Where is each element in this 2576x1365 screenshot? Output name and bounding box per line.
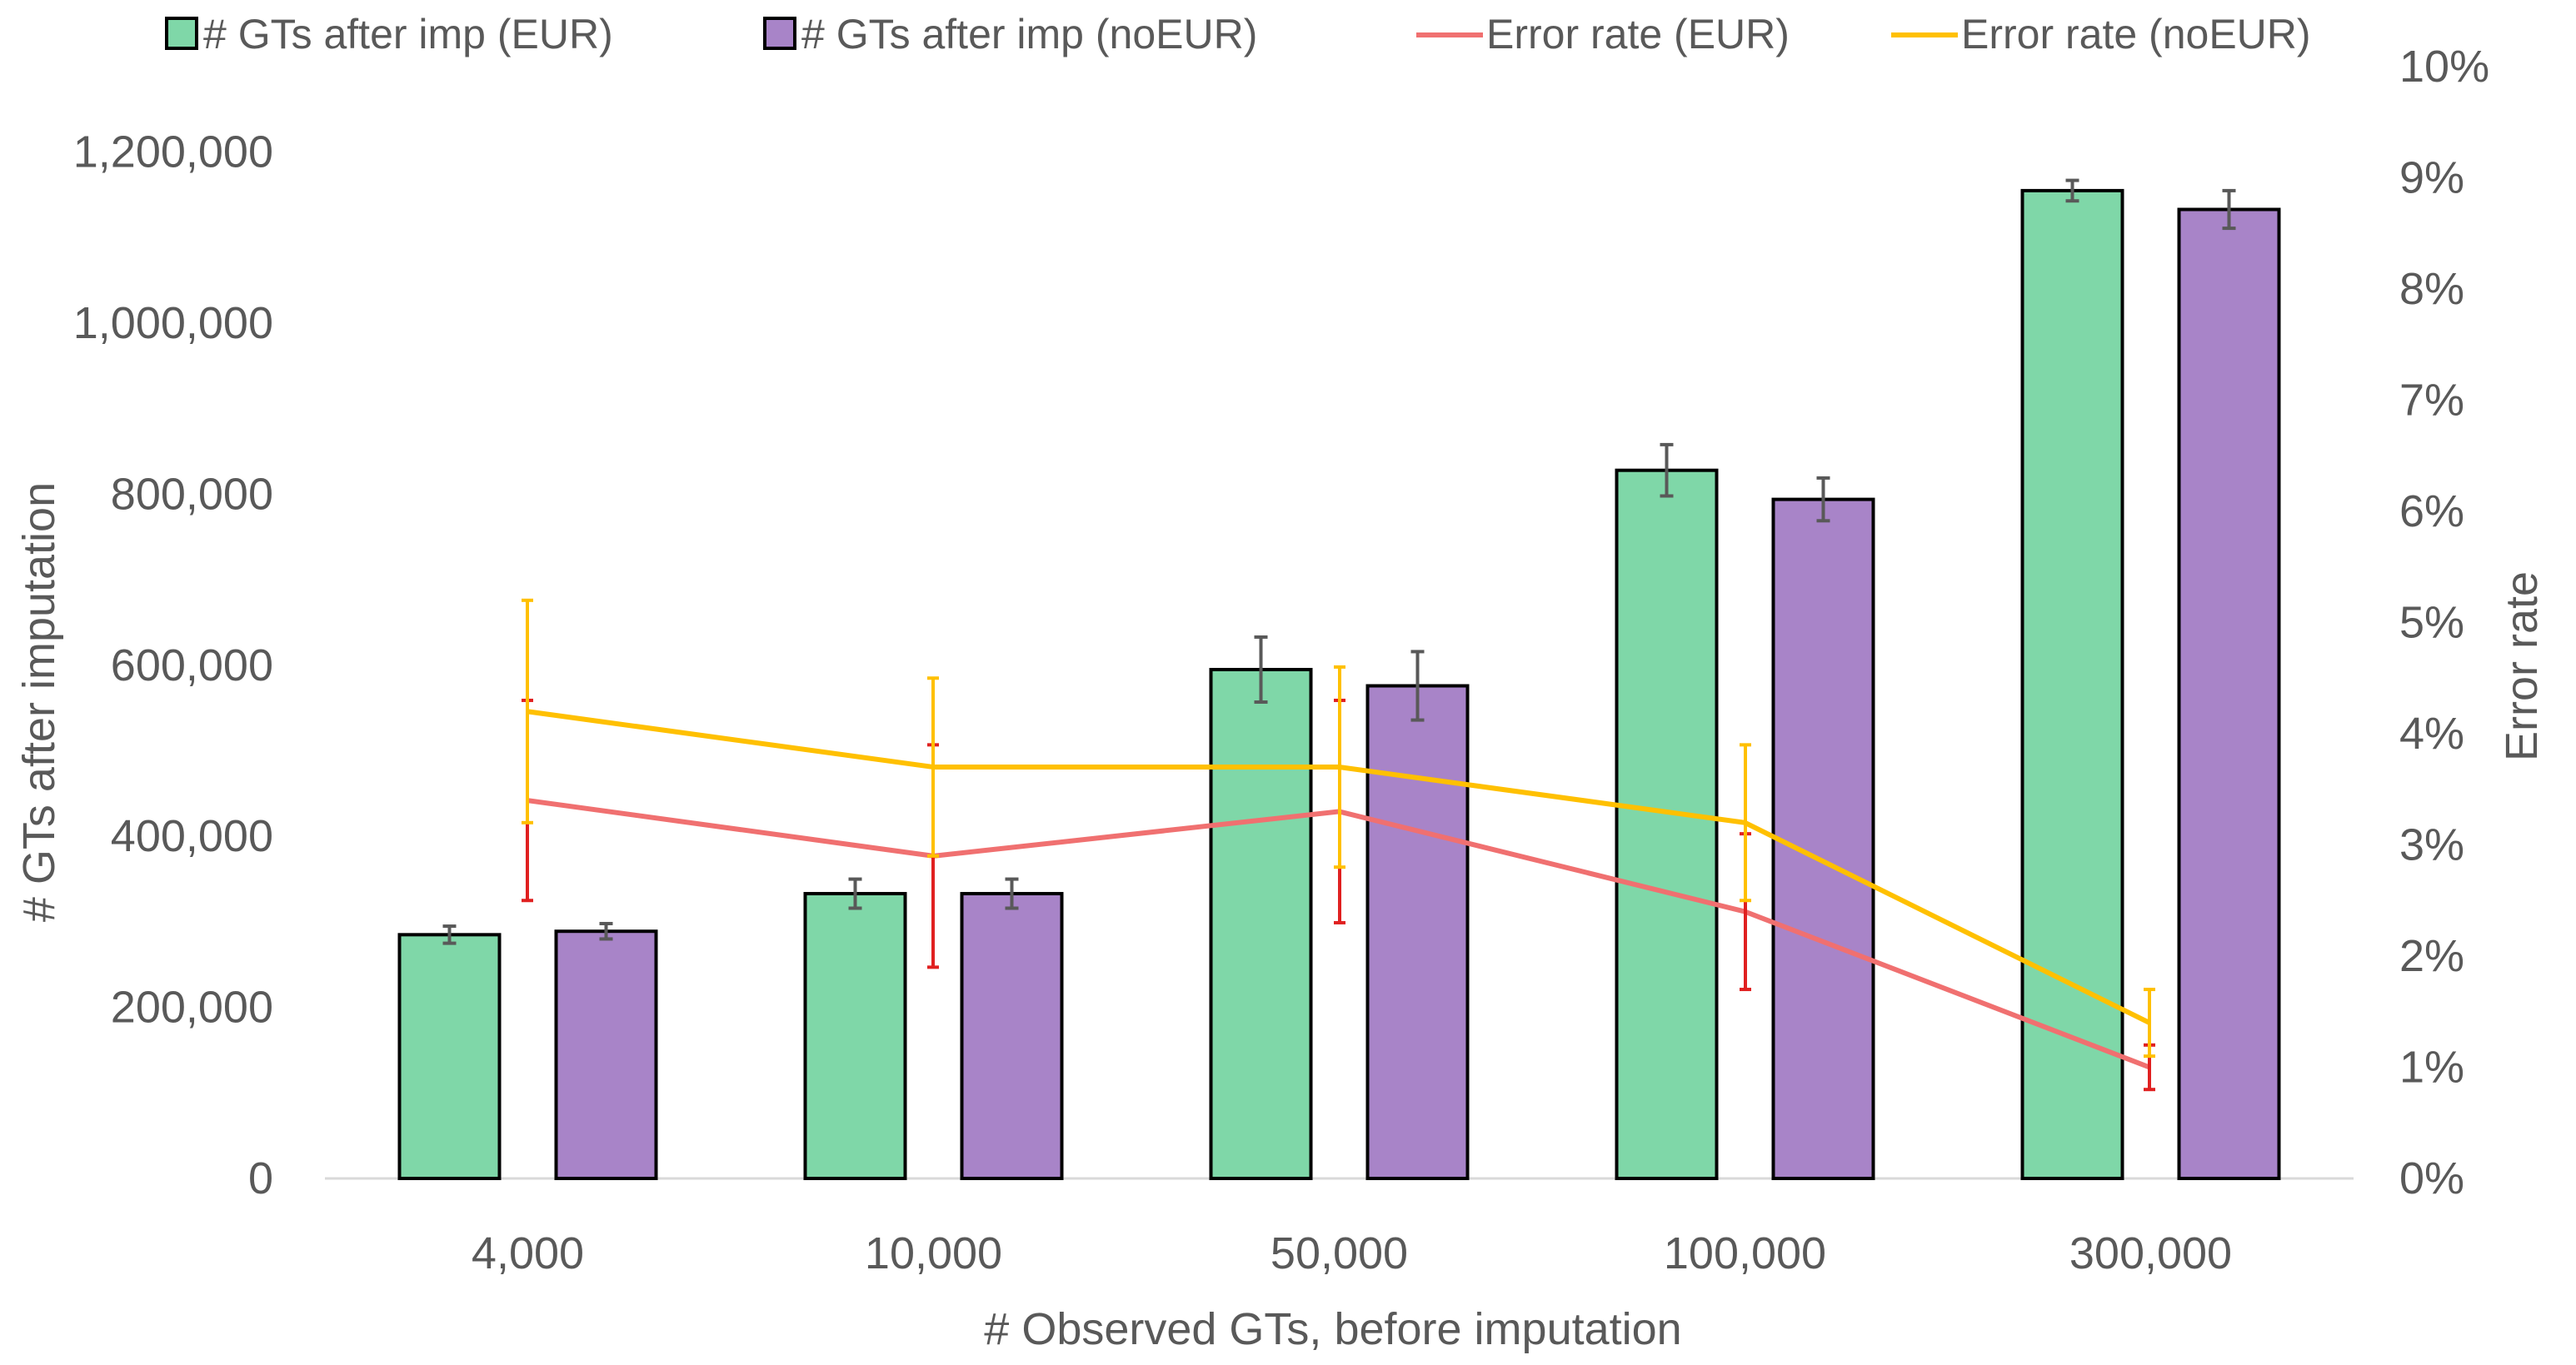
bar	[960, 892, 1064, 1181]
y2-tick-label: 5%	[2399, 598, 2464, 648]
bar	[1615, 468, 1719, 1180]
legend-swatch	[763, 17, 796, 50]
y-tick-label: 0	[248, 1153, 273, 1203]
y2-tick-label: 6%	[2399, 486, 2464, 536]
y-tick-label: 600,000	[111, 640, 273, 690]
bar	[1365, 684, 1470, 1180]
y2-tick-label: 7%	[2399, 376, 2464, 426]
legend-label: # GTs after imp (EUR)	[203, 11, 613, 57]
y2-tick-label: 2%	[2399, 931, 2464, 981]
bar	[2020, 188, 2124, 1181]
legend-swatch	[165, 17, 198, 50]
y-tick-label: 1,000,000	[73, 298, 273, 348]
legend-label: Error rate (noEUR)	[1961, 11, 2311, 57]
x-tick-label: 300,000	[2069, 1228, 2232, 1278]
y-tick-label: 400,000	[111, 811, 273, 861]
y-tick-label: 200,000	[111, 983, 273, 1033]
bar	[554, 929, 658, 1180]
x-tick-label: 10,000	[865, 1228, 1002, 1278]
bar	[1771, 497, 1875, 1180]
legend-label: # GTs after imp (noEUR)	[801, 11, 1257, 57]
bar	[1209, 667, 1313, 1180]
x-tick-label: 50,000	[1271, 1228, 1408, 1278]
right-axis-ticks: 0% 1% 2% 3% 4% 5% 6% 7% 8% 9% 10%	[2399, 42, 2489, 1203]
bar	[2177, 207, 2281, 1181]
y-axis-title: # GTs after imputation	[14, 482, 64, 922]
y2-tick-label: 9%	[2399, 153, 2464, 203]
y2-tick-label: 1%	[2399, 1043, 2464, 1093]
bar	[803, 892, 907, 1181]
y2-tick-label: 8%	[2399, 264, 2464, 314]
bar	[397, 933, 502, 1180]
x-axis-title: # Observed GTs, before imputation	[984, 1304, 1681, 1354]
y2-axis-title: Error rate	[2497, 571, 2547, 761]
left-axis-ticks: 0 200,000 400,000 600,000 800,000 1,000,000 1,…	[73, 127, 273, 1203]
line-series	[522, 598, 2155, 1092]
y-tick-label: 1,200,000	[73, 127, 273, 177]
x-tick-label: 100,000	[1664, 1228, 1826, 1278]
x-tick-label: 4,000	[472, 1228, 584, 1278]
y-tick-label: 800,000	[111, 469, 273, 519]
x-axis-ticks: 4,000 10,000 50,000 100,000 300,000	[472, 1228, 2232, 1278]
legend: # GTs after imp (EUR) # GTs after imp (no…	[165, 11, 2311, 57]
y2-tick-label: 4%	[2399, 709, 2464, 759]
y2-tick-label: 3%	[2399, 820, 2464, 870]
y2-tick-label: 10%	[2399, 42, 2489, 92]
bar-series	[397, 178, 2281, 1181]
legend-label: Error rate (EUR)	[1486, 11, 1790, 57]
y2-tick-label: 0%	[2399, 1153, 2464, 1203]
